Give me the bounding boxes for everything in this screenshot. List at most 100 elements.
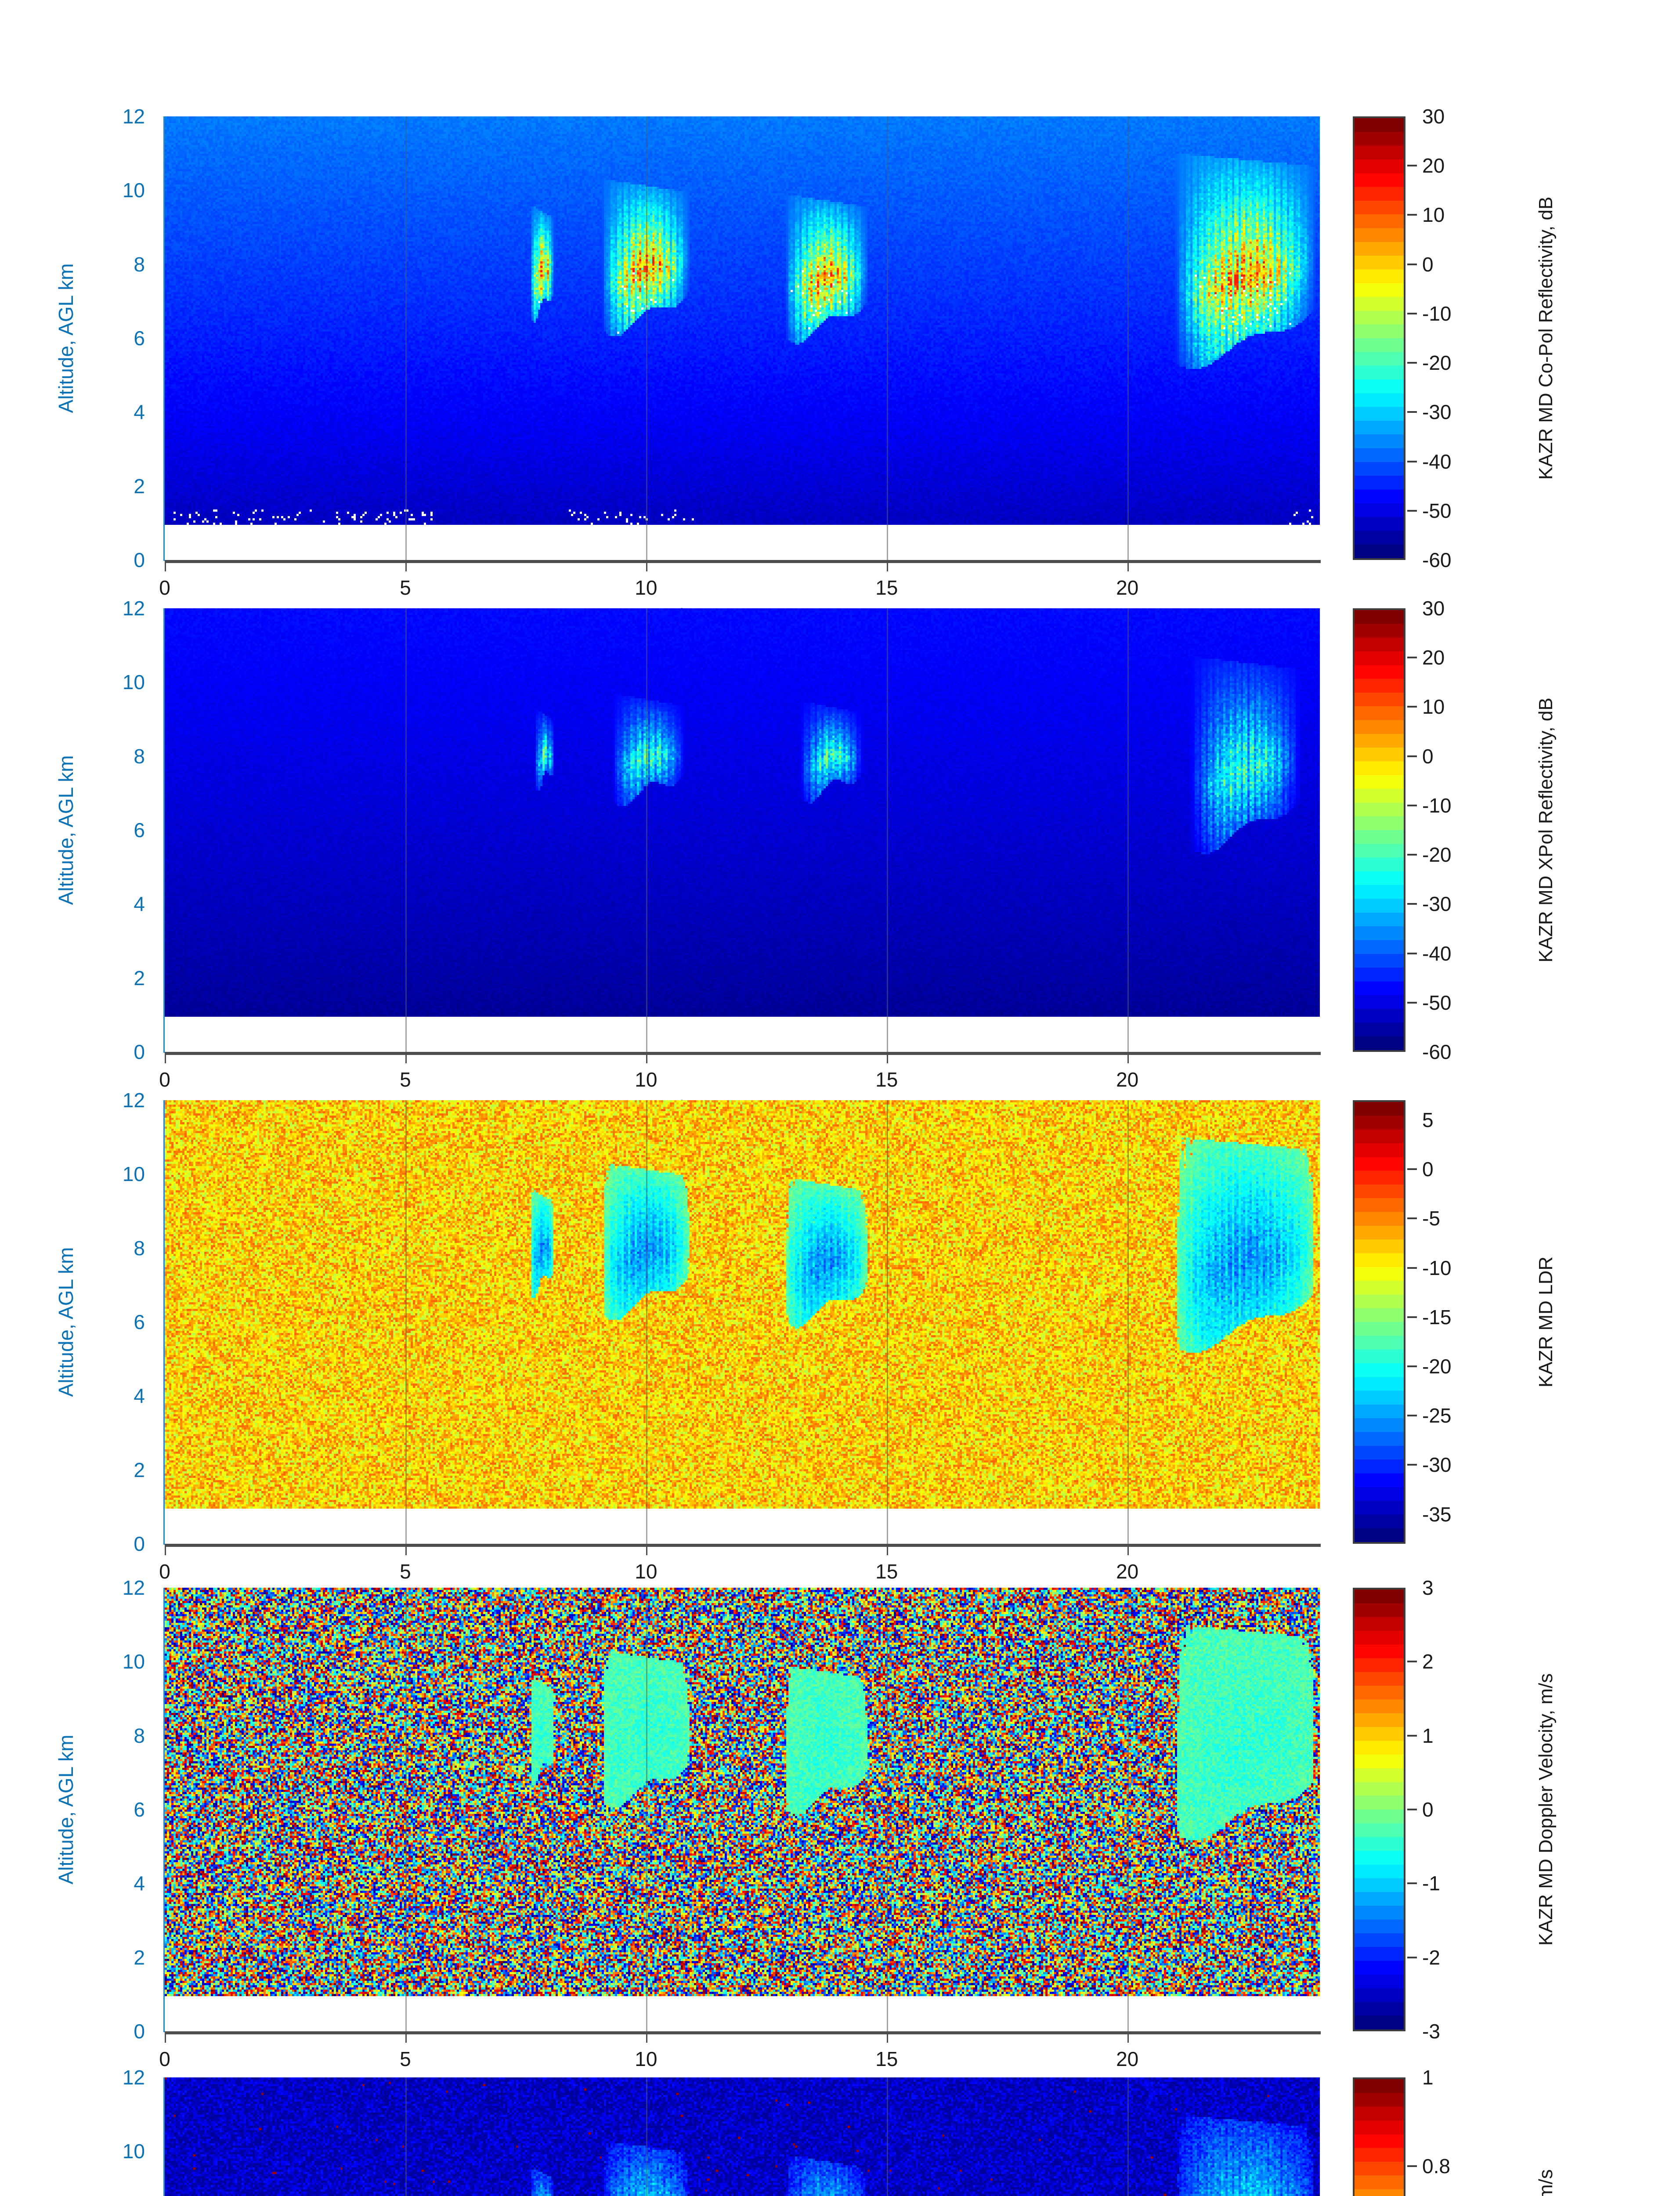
gridline-vertical [1127, 116, 1129, 560]
x-axis-spine [165, 1544, 1321, 1547]
colorbar-tick [1407, 2165, 1417, 2167]
gridline-vertical [646, 2077, 647, 2196]
colorbar-tick [1407, 263, 1417, 265]
x-tick-label: 20 [1116, 576, 1139, 599]
x-tick [886, 1544, 888, 1555]
colorbar-tick-label: -40 [1422, 942, 1452, 965]
colorbar-tick-label: 1 [1422, 1724, 1434, 1747]
colorbar-image [1355, 2079, 1404, 2196]
panel-2: 05101520024681012UTC hours on 20241101Al… [0, 1083, 1680, 1611]
colorbar[interactable] [1353, 1100, 1405, 1544]
colorbar-tick-label: 1 [1422, 2066, 1434, 2089]
x-tick [1127, 1544, 1129, 1555]
x-tick-label: 20 [1116, 1560, 1139, 1583]
colorbar-tick [1407, 411, 1417, 413]
heatmap-image [165, 608, 1320, 1052]
colorbar-tick-label: -30 [1422, 892, 1452, 916]
gridline-vertical [405, 116, 407, 560]
plot-area[interactable] [165, 1588, 1320, 2031]
colorbar-tick [1407, 1168, 1417, 1170]
gridline-vertical [886, 2077, 888, 2196]
colorbar-tick-label: 30 [1422, 105, 1445, 128]
colorbar-image [1355, 610, 1404, 1050]
gridline-vertical [405, 608, 407, 1052]
x-tick-label: 0 [159, 1068, 170, 1091]
gridline-vertical [886, 608, 888, 1052]
gridline-vertical [1127, 1100, 1129, 1544]
plot-area[interactable] [165, 2077, 1320, 2196]
plot-area[interactable] [165, 608, 1320, 1052]
colorbar-tick [1407, 706, 1417, 708]
colorbar-tick [1407, 1365, 1417, 1367]
x-tick [646, 1544, 647, 1555]
plot-area[interactable] [165, 1100, 1320, 1544]
y-tick-label: 0 [134, 1532, 145, 1555]
x-tick-label: 5 [400, 1560, 411, 1583]
heatmap-canvas-wrap [165, 1588, 1320, 2031]
colorbar[interactable] [1353, 1588, 1405, 2031]
x-tick [165, 1052, 166, 1063]
plot-area[interactable] [165, 116, 1320, 560]
y-tick-label: 12 [122, 1576, 145, 1599]
colorbar-tick [1407, 1415, 1417, 1417]
colorbar[interactable] [1353, 608, 1405, 1052]
x-tick [886, 2031, 888, 2043]
y-axis-title: Altitude, AGL km [54, 1247, 77, 1397]
gridline-vertical [1127, 608, 1129, 1052]
colorbar[interactable] [1353, 116, 1405, 560]
y-axis-title: Altitude, AGL km [54, 263, 77, 413]
x-tick [646, 560, 647, 571]
x-tick-label: 20 [1116, 2048, 1139, 2070]
x-tick [405, 1544, 407, 1555]
y-tick-label: 10 [122, 2140, 145, 2163]
x-axis-spine [165, 560, 1321, 563]
colorbar-tick [1407, 1217, 1417, 1220]
gridline-vertical [405, 1588, 407, 2031]
colorbar-title: KAZR MD Spectral Width, m/s [1535, 2169, 1557, 2196]
colorbar-tick-label: -10 [1422, 302, 1452, 325]
y-tick-label: 0 [134, 549, 145, 571]
x-tick [405, 1052, 407, 1063]
y-tick-label: 0 [134, 1040, 145, 1063]
colorbar-tick-label: -2 [1422, 1946, 1440, 1969]
y-tick-label: 10 [122, 1650, 145, 1673]
gridline-vertical [405, 2077, 407, 2196]
y-tick-label: 6 [134, 819, 145, 842]
colorbar-tick-label: 10 [1422, 695, 1445, 719]
colorbar-tick-label: -10 [1422, 794, 1452, 817]
colorbar-title: KAZR MD Co-Pol Reflectivity, dB [1535, 196, 1557, 480]
heatmap-canvas-wrap [165, 1100, 1320, 1544]
y-tick-label: 0 [134, 2020, 145, 2043]
colorbar-tick [1407, 509, 1417, 512]
colorbar-tick-label: -30 [1422, 401, 1452, 424]
heatmap-image [165, 1100, 1320, 1544]
colorbar-gradient [1353, 608, 1405, 1052]
gridline-vertical [646, 608, 647, 1052]
y-tick-label: 2 [134, 1946, 145, 1969]
x-tick [165, 2031, 166, 2043]
x-tick [1127, 1052, 1129, 1063]
colorbar-image [1355, 118, 1404, 558]
colorbar-tick-label: -50 [1422, 991, 1452, 1014]
y-tick-label: 4 [134, 1384, 145, 1408]
x-tick [165, 560, 166, 571]
colorbar-tick [1407, 1661, 1417, 1663]
colorbar-tick-label: -20 [1422, 351, 1452, 375]
y-tick-label: 8 [134, 253, 145, 276]
colorbar-tick-label: -50 [1422, 499, 1452, 522]
colorbar-tick-label: 0 [1422, 1798, 1434, 1821]
colorbar-tick-label: -1 [1422, 1872, 1440, 1895]
colorbar[interactable] [1353, 2077, 1405, 2196]
colorbar-tick [1407, 214, 1417, 216]
y-tick-label: 10 [122, 671, 145, 694]
y-tick-label: 12 [122, 105, 145, 128]
x-tick [405, 2031, 407, 2043]
colorbar-title: KAZR MD LDR [1535, 1256, 1557, 1388]
colorbar-gradient [1353, 2077, 1405, 2196]
y-tick-label: 10 [122, 179, 145, 202]
y-tick-label: 4 [134, 1872, 145, 1895]
heatmap-image [165, 2077, 1320, 2196]
colorbar-tick [1407, 1464, 1417, 1466]
x-tick-label: 15 [875, 576, 898, 599]
colorbar-tick-label: -5 [1422, 1207, 1440, 1230]
